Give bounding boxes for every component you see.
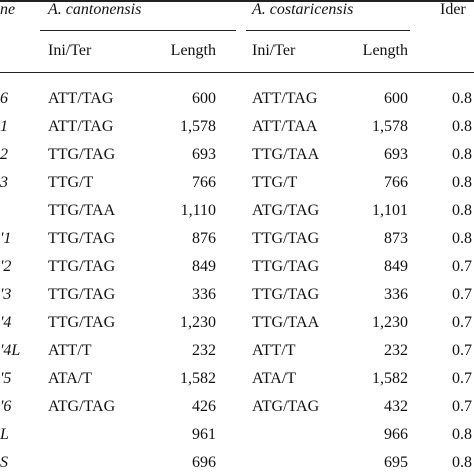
gene-cell: 3: [0, 174, 8, 191]
ini-ter-cell-cantonensis: TTG/TAG: [48, 146, 116, 163]
length-cell-cantonensis: 849: [192, 258, 216, 275]
length-cell-cantonensis: 961: [192, 426, 216, 443]
ini-ter-cell-costaricensis: ATT/TAA: [252, 118, 318, 135]
gene-column-header: ne: [0, 1, 16, 18]
length-cell-costaricensis: 432: [384, 398, 408, 415]
species-span-rule-cantonensis: [40, 30, 236, 31]
length-cell-cantonensis: 693: [192, 146, 216, 163]
identity-cell: 0.7: [452, 398, 472, 415]
length-cell-costaricensis: 1,230: [372, 314, 408, 331]
length-cell-cantonensis: 1,110: [180, 202, 216, 219]
gene-cell: '2: [0, 258, 12, 275]
length-cell-costaricensis: 232: [384, 342, 408, 359]
gene-cell: 1: [0, 118, 8, 135]
ini-ter-cell-costaricensis: ATG/TAG: [252, 202, 320, 219]
ini-ter-cell-costaricensis: TTG/TAG: [252, 258, 320, 275]
length-cell-costaricensis: 693: [384, 146, 408, 163]
ini-ter-cell-cantonensis: TTG/TAG: [48, 258, 116, 275]
gene-cell: 2: [0, 146, 8, 163]
ini-ter-cell-costaricensis: ATT/TAG: [252, 90, 318, 107]
gene-cell: '4: [0, 314, 12, 331]
ini-ter-cell-cantonensis: ATG/TAG: [48, 398, 116, 415]
species-header-costaricensis: A. costaricensis: [252, 1, 354, 18]
identity-cell: 0.8: [452, 230, 472, 247]
length-cell-cantonensis: 426: [192, 398, 216, 415]
ini-ter-cell-costaricensis: TTG/TAA: [252, 314, 320, 331]
length-cell-costaricensis: 966: [384, 426, 408, 443]
identity-cell: 0.8: [452, 426, 472, 443]
ini-ter-cell-cantonensis: TTG/TAG: [48, 314, 116, 331]
length-cell-cantonensis: 1,582: [180, 370, 216, 387]
length-cell-costaricensis: 849: [384, 258, 408, 275]
length-cell-cantonensis: 876: [192, 230, 216, 247]
length-cell-cantonensis: 1,578: [180, 118, 216, 135]
identity-cell: 0.7: [452, 258, 472, 275]
subheader-ini-ter-cantonensis: Ini/Ter: [48, 42, 92, 59]
length-cell-costaricensis: 1,578: [372, 118, 408, 135]
subheader-length-costaricensis: Length: [362, 42, 408, 59]
length-cell-costaricensis: 1,101: [372, 202, 408, 219]
length-cell-cantonensis: 600: [192, 90, 216, 107]
gene-cell: '1: [0, 230, 12, 247]
ini-ter-cell-cantonensis: TTG/TAG: [48, 230, 116, 247]
table-top-rule: [0, 0, 474, 2]
length-cell-costaricensis: 1,582: [372, 370, 408, 387]
ini-ter-cell-cantonensis: TTG/TAA: [48, 202, 116, 219]
ini-ter-cell-cantonensis: TTG/T: [48, 174, 94, 191]
ini-ter-cell-costaricensis: TTG/TAG: [252, 286, 320, 303]
identity-cell: 0.8: [452, 174, 472, 191]
identity-cell: 0.7: [452, 314, 472, 331]
identity-cell: 0.8: [452, 202, 472, 219]
length-cell-cantonensis: 232: [192, 342, 216, 359]
ini-ter-cell-cantonensis: ATA/T: [48, 370, 93, 387]
length-cell-costaricensis: 766: [384, 174, 408, 191]
length-cell-cantonensis: 1,230: [180, 314, 216, 331]
ini-ter-cell-costaricensis: TTG/T: [252, 174, 298, 191]
identity-cell: 0.7: [452, 286, 472, 303]
ini-ter-cell-costaricensis: ATT/T: [252, 342, 296, 359]
ini-ter-cell-costaricensis: ATG/TAG: [252, 398, 320, 415]
subheader-ini-ter-costaricensis: Ini/Ter: [252, 42, 296, 59]
length-cell-cantonensis: 696: [192, 454, 216, 471]
identity-column-header: Ider: [440, 1, 466, 18]
ini-ter-cell-cantonensis: ATT/TAG: [48, 90, 114, 107]
identity-cell: 0.8: [452, 90, 472, 107]
length-cell-costaricensis: 600: [384, 90, 408, 107]
identity-cell: 0.7: [452, 342, 472, 359]
gene-cell: 6: [0, 90, 8, 107]
gene-cell: S: [0, 454, 8, 471]
identity-cell: 0.8: [452, 146, 472, 163]
length-cell-cantonensis: 766: [192, 174, 216, 191]
ini-ter-cell-costaricensis: TTG/TAA: [252, 146, 320, 163]
ini-ter-cell-costaricensis: TTG/TAG: [252, 230, 320, 247]
header-bottom-rule: [0, 72, 474, 73]
identity-cell: 0.7: [452, 370, 472, 387]
gene-cell: '4L: [0, 342, 21, 359]
ini-ter-cell-cantonensis: TTG/TAG: [48, 286, 116, 303]
gene-cell: '5: [0, 370, 12, 387]
ini-ter-cell-cantonensis: ATT/T: [48, 342, 92, 359]
species-header-cantonensis: A. cantonensis: [48, 1, 142, 18]
gene-cell: '3: [0, 286, 12, 303]
identity-cell: 0.8: [452, 454, 472, 471]
length-cell-costaricensis: 336: [384, 286, 408, 303]
gene-cell: '6: [0, 398, 12, 415]
gene-cell: L: [0, 426, 9, 443]
species-span-rule-costaricensis: [246, 30, 410, 31]
subheader-length-cantonensis: Length: [170, 42, 216, 59]
ini-ter-cell-cantonensis: ATT/TAG: [48, 118, 114, 135]
identity-cell: 0.8: [452, 118, 472, 135]
length-cell-costaricensis: 695: [384, 454, 408, 471]
length-cell-cantonensis: 336: [192, 286, 216, 303]
ini-ter-cell-costaricensis: ATA/T: [252, 370, 297, 387]
length-cell-costaricensis: 873: [384, 230, 408, 247]
